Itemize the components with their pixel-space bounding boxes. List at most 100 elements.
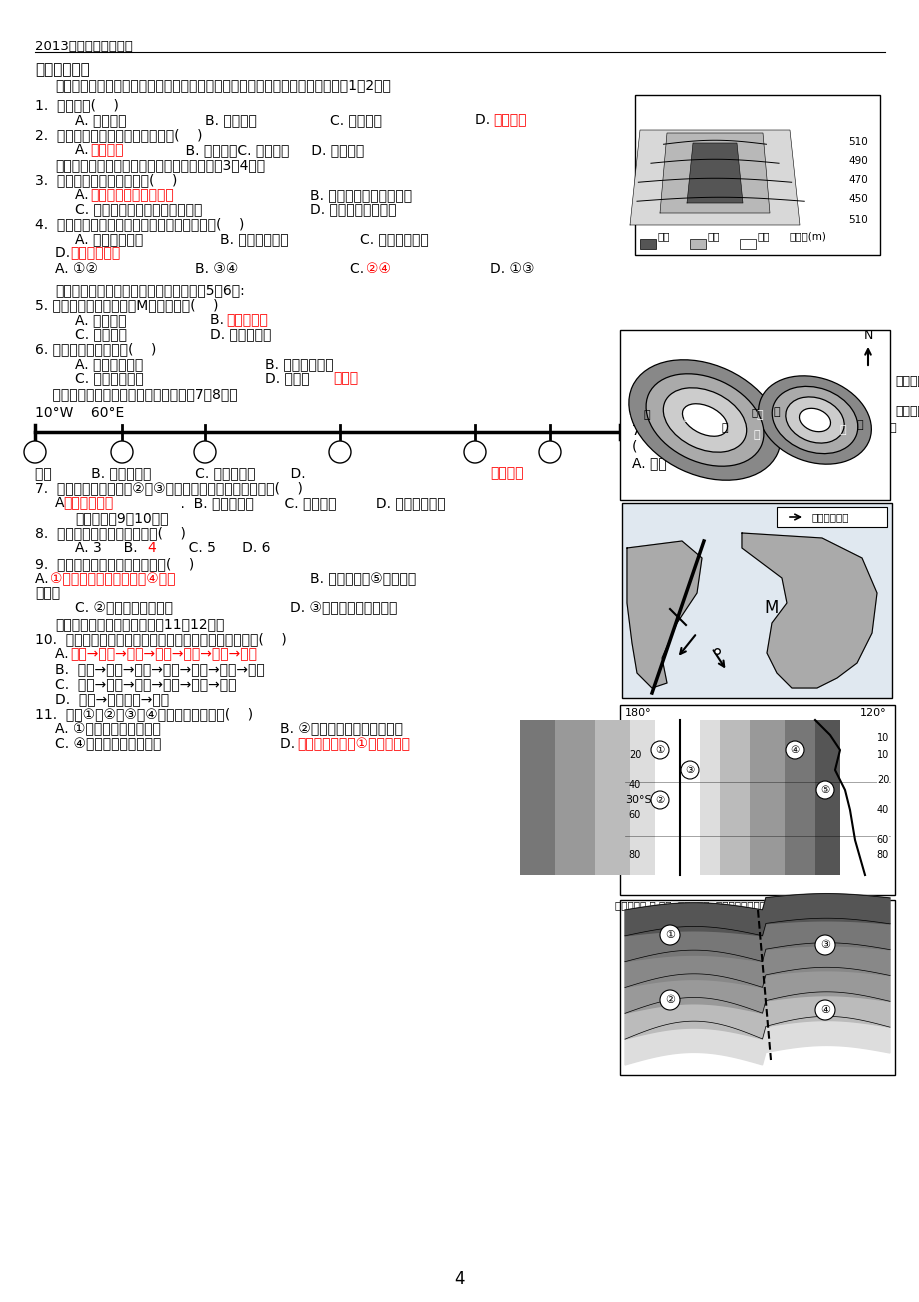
Text: B. ②构造是由外力作用形成的: B. ②构造是由外力作用形成的 <box>279 723 403 736</box>
Text: A.: A. <box>55 647 73 661</box>
Text: 40: 40 <box>629 780 641 790</box>
Bar <box>654 720 679 875</box>
Text: C. 海洋区域边界: C. 海洋区域边界 <box>75 371 143 385</box>
Text: 【典例分析】: 【典例分析】 <box>35 62 90 77</box>
Text: D. 图中岩层为岩浆岩: D. 图中岩层为岩浆岩 <box>310 202 396 216</box>
Text: D. 太平洋板块: D. 太平洋板块 <box>210 327 271 341</box>
Text: 10.  下列关于该地岩层结构形成过程的描述，最合理的是(    ): 10. 下列关于该地岩层结构形成过程的描述，最合理的是( ) <box>35 631 287 646</box>
Text: 乙: 乙 <box>720 423 728 434</box>
Text: A.: A. <box>35 572 53 586</box>
Text: 60: 60 <box>876 835 888 845</box>
Text: 读赤道上六大板块的分布示意图，回答7～8题。: 读赤道上六大板块的分布示意图，回答7～8题。 <box>35 387 237 401</box>
Text: C. 5      D. 6: C. 5 D. 6 <box>158 542 270 555</box>
Text: 4: 4 <box>454 1269 465 1288</box>
Text: A. ①②: A. ①② <box>55 262 98 276</box>
Bar <box>595 720 630 875</box>
Text: 甲: 甲 <box>683 411 689 422</box>
Text: 丙: 丙 <box>751 408 757 417</box>
Text: 10: 10 <box>876 733 888 743</box>
Text: 印度洋板块: 印度洋板块 <box>226 312 267 327</box>
Circle shape <box>111 441 133 464</box>
Circle shape <box>814 1000 834 1019</box>
Text: C. ②地区属于生长边界: C. ②地区属于生长边界 <box>75 602 173 615</box>
Text: 读图，回答9～10题。: 读图，回答9～10题。 <box>75 510 168 525</box>
Text: 沉积→褶皱→断裂→抬升→侵蚀→下沉→沉积: 沉积→褶皱→断裂→抬升→侵蚀→下沉→沉积 <box>70 647 256 661</box>
Text: ②: ② <box>117 440 127 453</box>
Circle shape <box>463 441 485 464</box>
Circle shape <box>815 781 834 799</box>
Text: B. 板块消亡边界: B. 板块消亡边界 <box>265 357 334 371</box>
Text: A.: A. <box>75 187 93 202</box>
Bar <box>619 900 894 1075</box>
Text: 450: 450 <box>847 194 867 204</box>
Text: B.: B. <box>210 312 228 327</box>
Circle shape <box>785 741 803 759</box>
Text: N: N <box>862 329 872 342</box>
Circle shape <box>680 760 698 779</box>
Text: D.: D. <box>474 113 494 128</box>
Text: 470: 470 <box>847 176 867 185</box>
Text: A. 地壳运动所致: A. 地壳运动所致 <box>75 232 143 246</box>
Text: ③: ③ <box>199 440 210 453</box>
Bar <box>739 240 755 249</box>
Circle shape <box>814 935 834 954</box>
Circle shape <box>651 792 668 809</box>
Text: ④: ④ <box>789 745 799 755</box>
Text: 9.  以下对图中事物描述正确的是(    ): 9. 以下对图中事物描述正确的是( ) <box>35 557 194 572</box>
Bar <box>640 240 655 249</box>
Text: ②: ② <box>654 796 664 805</box>
Bar <box>814 720 839 875</box>
Text: 1.  该地形为(    ): 1. 该地形为( ) <box>35 98 119 112</box>
Circle shape <box>194 441 216 464</box>
Text: 、大陆轮廓 ＝ 海沟  断层  海岭  地层年龄（单位：百万年）: 、大陆轮廓 ＝ 海沟 断层 海岭 地层年龄（单位：百万年） <box>614 900 790 910</box>
Text: 10: 10 <box>876 750 888 760</box>
Text: A. 陆地区域边界: A. 陆地区域边界 <box>75 357 143 371</box>
Text: 地壳运动: 地壳运动 <box>90 143 123 158</box>
Bar <box>619 329 889 500</box>
Text: 板块         B. 太平洋板块          C. 南极洲板块        D.: 板块 B. 太平洋板块 C. 南极洲板块 D. <box>35 466 310 480</box>
Text: 8.  图中区域所示的板块个数为(    ): 8. 图中区域所示的板块个数为( ) <box>35 526 186 540</box>
Text: 丁: 丁 <box>811 417 817 427</box>
Text: D. ①③: D. ①③ <box>490 262 534 276</box>
Ellipse shape <box>682 404 727 436</box>
Text: C. 岩浆活动所致: C. 岩浆活动所致 <box>359 232 428 246</box>
Text: B. 岩浆活动C. 侵蚀作用     D. 堆积作用: B. 岩浆活动C. 侵蚀作用 D. 堆积作用 <box>168 143 364 158</box>
Text: 美洲板块: 美洲板块 <box>490 466 523 480</box>
Text: 从老到新: 从老到新 <box>894 405 919 418</box>
Text: 120°: 120° <box>859 708 886 717</box>
Text: 180°: 180° <box>624 708 651 717</box>
Text: 30°S: 30°S <box>624 796 651 805</box>
Text: 20: 20 <box>628 750 641 760</box>
Text: C. 非洲板块: C. 非洲板块 <box>75 327 127 341</box>
Text: 2013江汉高三地理一轮: 2013江汉高三地理一轮 <box>35 40 132 53</box>
Text: D. ③附近的海域有岛弧链: D. ③附近的海域有岛弧链 <box>289 602 397 615</box>
Text: A. 向斜成山: A. 向斜成山 <box>75 113 127 128</box>
Text: 丙: 丙 <box>753 430 759 440</box>
Text: 乙: 乙 <box>839 424 845 435</box>
Text: 甲处为良好的储油构造: 甲处为良好的储油构造 <box>90 187 174 202</box>
Text: B. ③④: B. ③④ <box>195 262 238 276</box>
Text: 右图为某地海陆轮廓和板块示意图，回答5～6题:: 右图为某地海陆轮廓和板块示意图，回答5～6题: <box>55 283 244 297</box>
Text: A.: A. <box>75 143 93 158</box>
Ellipse shape <box>785 397 844 443</box>
Text: ⑤: ⑤ <box>820 785 829 796</box>
Text: D.: D. <box>279 737 300 751</box>
Text: 板块运动方向: 板块运动方向 <box>811 512 848 522</box>
Text: 10°W    60°E: 10°W 60°E <box>35 406 124 421</box>
Text: B. 板块挤压处⑤的地层年: B. 板块挤压处⑤的地层年 <box>310 572 415 586</box>
Text: ④: ④ <box>335 440 345 453</box>
Text: 11.  关于①、②、③、④四地叙述正确的是(    ): 11. 关于①、②、③、④四地叙述正确的是( ) <box>35 707 253 721</box>
Text: 如果要修建隧道①处最为理想: 如果要修建隧道①处最为理想 <box>297 737 410 751</box>
Text: A. 3     B.: A. 3 B. <box>75 542 142 555</box>
Circle shape <box>329 441 351 464</box>
Text: C. ④处为良好的储油构造: C. ④处为良好的储油构造 <box>55 737 161 751</box>
Text: C. 修一条南北向隧道应选址丁处: C. 修一条南北向隧道应选址丁处 <box>75 202 202 216</box>
Text: 喜马拉雅山脉: 喜马拉雅山脉 <box>62 496 113 510</box>
Text: A. 亚欧板块: A. 亚欧板块 <box>75 312 127 327</box>
Text: D. 板块生: D. 板块生 <box>265 371 310 385</box>
Ellipse shape <box>663 388 746 452</box>
Bar <box>634 95 879 255</box>
Polygon shape <box>742 533 876 687</box>
Ellipse shape <box>629 359 780 480</box>
Text: 乙: 乙 <box>643 410 650 421</box>
